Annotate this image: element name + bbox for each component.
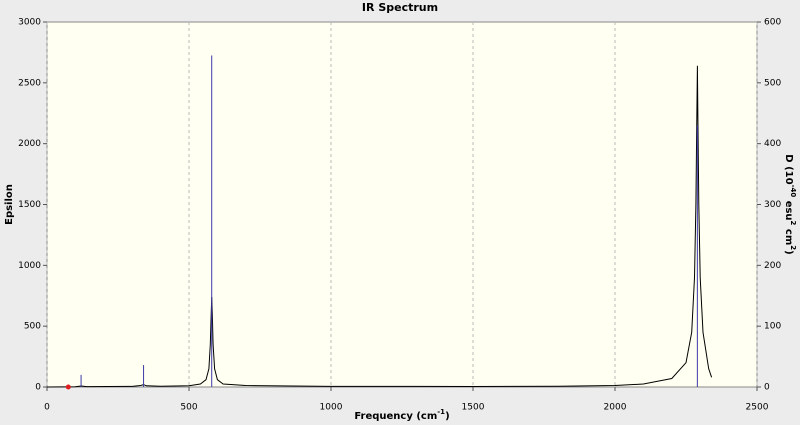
x-axis-label-part: -1 [437,408,445,416]
x-axis-label: Frequency (cm-1) [354,408,449,422]
marker [65,384,71,390]
x-tick-label: 0 [44,403,50,413]
y-tick-label: 500 [24,322,41,332]
y2-axis-label-part: -40 [789,185,797,198]
y2-axis-label-part: 2 [789,245,797,250]
y2-tick-label: 100 [764,322,781,332]
chart-title: IR Spectrum [362,1,438,14]
plot-area [46,21,758,388]
y2-axis-label-part: esu [783,197,794,220]
y2-tick-label: 400 [764,139,781,149]
y-tick-label: 3000 [18,18,41,28]
x-tick-label: 2000 [604,403,627,413]
spectrum-line [46,65,713,388]
x-tick-label: 1000 [320,403,343,413]
y2-tick-label: 300 [764,200,781,210]
x-axis-label-part: ) [445,411,450,422]
y2-tick-label: 500 [764,78,781,88]
x-tick-label: 2500 [746,403,769,413]
y-tick-label: 1500 [18,200,41,210]
y-tick-label: 0 [35,383,41,393]
y-axis-label: Epsilon [4,184,15,225]
y2-axis-label-part: ) [783,250,794,255]
y-tick-label: 2500 [18,78,41,88]
y2-axis-label-part: D (10 [783,154,794,184]
y2-axis-label-part: cm [783,225,794,245]
y2-axis-label: D (10-40 esu2 cm2) [783,154,797,254]
y-tick-label: 2000 [18,139,41,149]
y2-tick-label: 0 [764,383,770,393]
y2-axis-label-part: 2 [789,221,797,226]
x-tick-label: 500 [180,403,197,413]
x-axis-label-part: Frequency (cm [354,411,437,422]
x-tick-label: 1500 [462,403,485,413]
y-tick-label: 1000 [18,261,41,271]
y2-tick-label: 600 [764,18,781,28]
y2-tick-label: 200 [764,261,781,271]
